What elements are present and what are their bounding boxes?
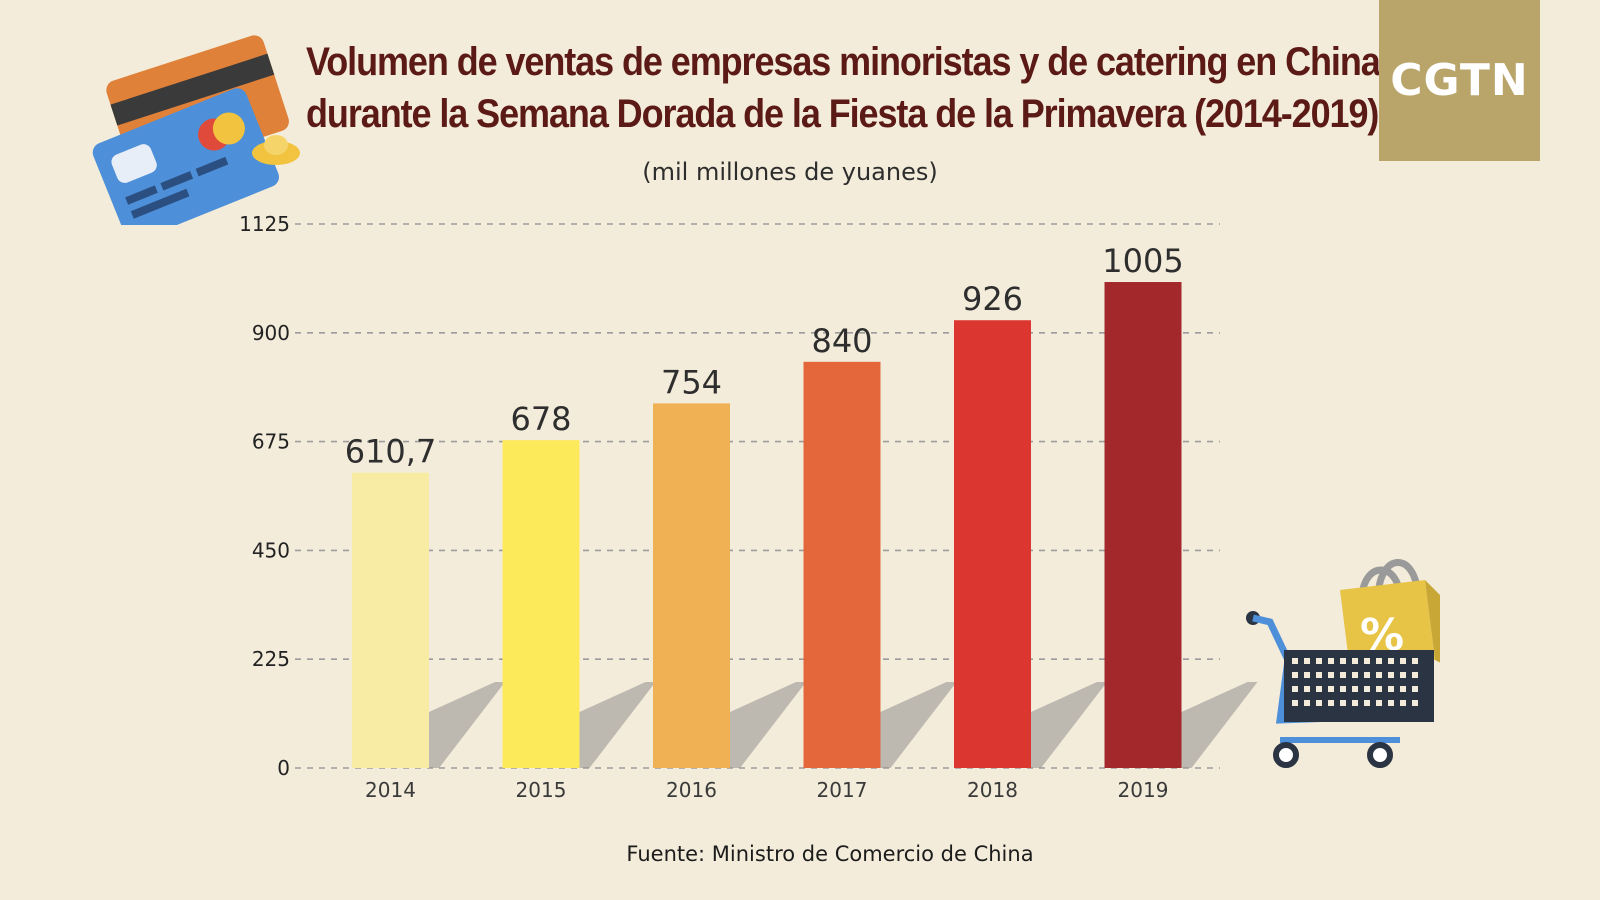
bar xyxy=(954,320,1031,768)
x-tick-label: 2016 xyxy=(666,778,717,802)
data-label: 1005 xyxy=(1102,242,1183,280)
chart-title: Volumen de ventas de empresas minoristas… xyxy=(306,36,1381,140)
data-label: 926 xyxy=(962,280,1023,318)
bar xyxy=(352,472,429,768)
data-label: 678 xyxy=(510,400,571,438)
y-tick-label: 225 xyxy=(252,647,290,671)
x-tick-label: 2015 xyxy=(516,778,567,802)
x-tick-label: 2017 xyxy=(817,778,868,802)
credit-card-icon xyxy=(92,35,300,225)
bar-shadow xyxy=(880,682,957,768)
y-tick-label: 0 xyxy=(277,756,290,780)
bar xyxy=(502,440,580,768)
unit-label: (mil millones de yuanes) xyxy=(642,158,938,186)
x-tick-label: 2018 xyxy=(967,778,1018,802)
y-tick-label: 900 xyxy=(252,321,290,345)
bar-shadow xyxy=(579,682,656,768)
bar-shadow xyxy=(1031,682,1107,768)
x-tick-label: 2014 xyxy=(365,778,416,802)
y-tick-label: 1125 xyxy=(239,212,290,236)
data-label: 754 xyxy=(661,363,722,401)
y-tick-label: 450 xyxy=(252,538,290,562)
bar xyxy=(653,403,730,768)
bar-shadow xyxy=(1181,682,1258,768)
shopping-cart-icon: % xyxy=(1246,559,1440,768)
data-label: 610,7 xyxy=(345,433,437,471)
data-label: 840 xyxy=(811,322,872,360)
title-line-1: Volumen de ventas de empresas minoristas… xyxy=(306,40,1381,84)
bar-shadow xyxy=(730,682,806,768)
bar-shadow xyxy=(429,682,505,768)
x-tick-label: 2019 xyxy=(1118,778,1169,802)
source-note: Fuente: Ministro de Comercio de China xyxy=(626,842,1034,866)
title-line-2: durante la Semana Dorada de la Fiesta de… xyxy=(306,92,1379,136)
bar xyxy=(803,361,881,768)
bar xyxy=(1104,282,1182,768)
y-tick-label: 675 xyxy=(252,430,290,454)
cgtn-logo: CGTN xyxy=(1379,0,1540,161)
